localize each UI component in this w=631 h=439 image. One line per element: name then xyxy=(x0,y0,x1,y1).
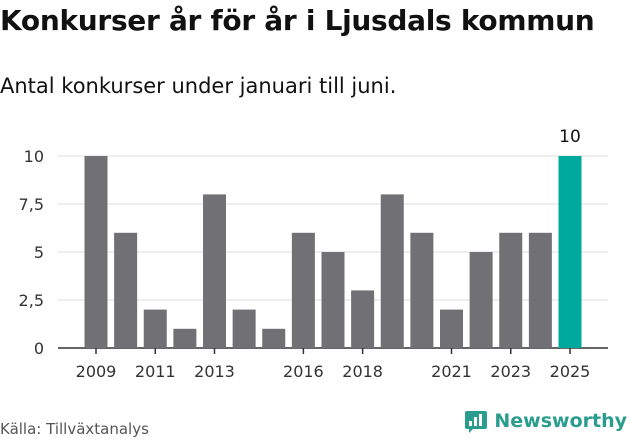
bar-2013 xyxy=(203,194,226,348)
data-label-highlight: 10 xyxy=(559,127,581,147)
x-tick-label: 2009 xyxy=(76,362,117,381)
x-tick-label: 2011 xyxy=(135,362,176,381)
y-tick-label: 0 xyxy=(34,339,44,358)
source-note: Källa: Tillväxtanalys xyxy=(0,420,149,438)
bar-2021 xyxy=(440,309,463,348)
bar-2020 xyxy=(410,232,434,348)
bar-2017 xyxy=(321,252,345,348)
brand: Newsworthy xyxy=(464,409,627,433)
x-tick-label: 2016 xyxy=(283,362,324,381)
y-tick-label: 5 xyxy=(34,243,44,262)
brand-name: Newsworthy xyxy=(494,410,627,432)
newsworthy-logo-icon xyxy=(465,411,488,433)
bar-2015 xyxy=(262,328,286,348)
x-tick-label: 2023 xyxy=(490,362,531,381)
chart-subtitle: Antal konkurser under januari till juni. xyxy=(0,74,397,98)
y-tick-label: 7,5 xyxy=(19,195,44,214)
bar-chart: 0 2,5 5 7,5 10 2009 2011 2013 2016 2018 2021 2023 20… xyxy=(19,127,608,381)
x-tick-label: 2018 xyxy=(342,362,383,381)
bar-2014 xyxy=(232,309,256,348)
bar-2022 xyxy=(469,252,493,348)
bar-2009 xyxy=(84,156,108,348)
x-tick-label: 2013 xyxy=(194,362,235,381)
bar-2016 xyxy=(291,232,315,348)
chart-title: Konkurser år för år i Ljusdals kommun xyxy=(0,4,595,37)
bar-2025 xyxy=(558,156,582,348)
x-tick-label: 2025 xyxy=(550,362,591,381)
x-tick-label: 2021 xyxy=(431,362,472,381)
y-tick-label: 10 xyxy=(24,147,44,166)
bar-2011 xyxy=(143,309,167,348)
bar-2010 xyxy=(114,232,138,348)
bar-2023 xyxy=(499,232,523,348)
bar-2012 xyxy=(173,328,197,348)
bar-2024 xyxy=(528,232,552,348)
bar-2018 xyxy=(351,290,375,348)
bar-2019 xyxy=(380,194,404,348)
y-tick-label: 2,5 xyxy=(19,291,44,310)
